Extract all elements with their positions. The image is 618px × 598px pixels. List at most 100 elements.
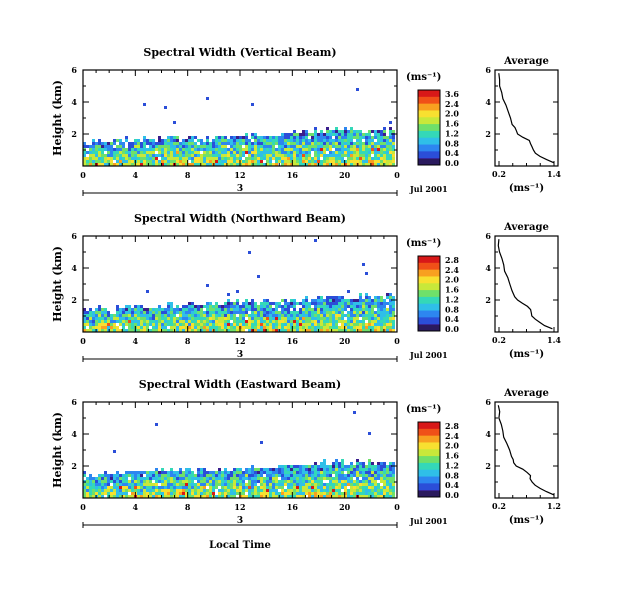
heatmap-cell [176,136,179,139]
heatmap-cell [347,471,350,474]
heatmap-cell [362,154,365,157]
heatmap-cell [338,480,341,483]
colorbar-tick-label: 0.0 [445,490,459,500]
heatmap-cell [209,495,212,498]
heatmap-cell [194,160,197,163]
heatmap-cell [236,302,239,305]
heatmap-cell [368,299,371,302]
heatmap-cell [332,130,335,133]
heatmap-cell [200,495,203,498]
heatmap-cell [107,157,110,160]
heatmap-cell [251,317,254,320]
heatmap-cell [164,139,167,142]
heatmap-cell [203,468,206,471]
heatmap-cell [365,133,368,136]
heatmap-cell [254,305,257,308]
heatmap-cell [362,145,365,148]
heatmap-cell [188,329,191,332]
heatmap-cell [218,480,221,483]
heatmap-cell [167,492,170,495]
heatmap-cell [191,477,194,480]
profile-x-tick-label: 1.4 [547,169,561,179]
heatmap-cell [305,483,308,486]
heatmap-cell [368,477,371,480]
heatmap-cell [167,151,170,154]
profile-x-label: (ms⁻¹) [509,349,544,360]
heatmap-cell [200,157,203,160]
heatmap-cell [146,139,149,142]
colorbar-tick-label: 0.8 [445,304,459,314]
heatmap-cell [155,145,158,148]
heatmap-cell [164,160,167,163]
heatmap-cell [305,139,308,142]
heatmap-cell [230,139,233,142]
heatmap-cell [368,492,371,495]
colorbar-swatch [418,428,440,437]
heatmap-cell [356,480,359,483]
heatmap-cell [293,133,296,136]
heatmap-cell [371,130,374,133]
heatmap-cell [131,323,134,326]
heatmap-cell [194,154,197,157]
heatmap-cell [350,130,353,133]
heatmap-cell [365,474,368,477]
heatmap-cell [92,320,95,323]
heatmap-cell [329,299,332,302]
heatmap-cell [146,492,149,495]
heatmap-cell [107,329,110,332]
heatmap-cell [338,474,341,477]
heatmap-cell [356,489,359,492]
heatmap-cell [236,145,239,148]
heatmap-cell [191,154,194,157]
heatmap-cell [269,329,272,332]
heatmap-cell [134,314,137,317]
heatmap-cell [341,154,344,157]
colorbar-swatch [418,442,440,450]
heatmap-cell [107,160,110,163]
heatmap-cell [170,320,173,323]
heatmap-cell [257,323,260,326]
heatmap-cell [383,311,386,314]
heatmap-cell [386,477,389,480]
x-tick-label: 0 [394,170,400,180]
heatmap-cell [374,145,377,148]
heatmap-cell [86,329,89,332]
heatmap-cell [380,308,383,311]
heatmap-cell [305,136,308,139]
heatmap-cell [83,492,86,495]
profile-y-tick-label: 4 [485,263,491,273]
heatmap-cell [227,329,230,332]
heatmap-cell [284,157,287,160]
heatmap-cell [287,148,290,151]
heatmap-cell [359,160,362,163]
heatmap-cell [197,329,200,332]
heatmap-cell [257,163,260,166]
heatmap-cell [140,320,143,323]
heatmap-cell [89,480,92,483]
heatmap-cell [140,323,143,326]
heatmap-cell [296,154,299,157]
heatmap-cell [317,148,320,151]
heatmap-cell [380,296,383,299]
heatmap-cell [248,157,251,160]
heatmap-cell [254,477,257,480]
heatmap-cell [356,139,359,142]
heatmap-cell [302,154,305,157]
heatmap-cell [137,314,140,317]
heatmap-cell [350,163,353,166]
heatmap-cell [299,471,302,474]
heatmap-cell [245,133,248,136]
y-tick-label: 6 [71,65,77,75]
heatmap-cell [98,486,101,489]
heatmap-cell [257,477,260,480]
heatmap-cell [92,480,95,483]
heatmap-cell [164,492,167,495]
heatmap-cell [164,154,167,157]
heatmap-cell [287,474,290,477]
heatmap-cell [293,299,296,302]
heatmap-cell [149,163,152,166]
heatmap-cell [359,308,362,311]
heatmap-cell [350,486,353,489]
heatmap-cell [104,148,107,151]
colorbar-tick-label: 3.6 [445,89,459,99]
